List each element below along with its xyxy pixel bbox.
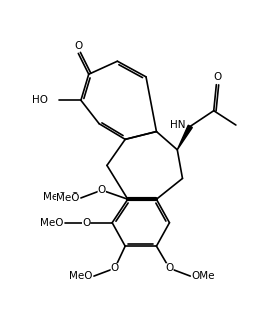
Text: O: O	[214, 72, 222, 82]
Text: O: O	[98, 185, 106, 195]
Text: HO: HO	[32, 95, 48, 105]
Text: O: O	[82, 218, 90, 228]
Text: O: O	[165, 263, 174, 273]
Text: O: O	[111, 263, 119, 273]
Text: MeO: MeO	[69, 271, 93, 281]
Text: OMe: OMe	[192, 271, 215, 281]
Text: O: O	[74, 41, 82, 51]
Text: MeO: MeO	[56, 193, 80, 203]
Polygon shape	[177, 125, 192, 150]
Text: MeO: MeO	[40, 218, 64, 228]
Text: O: O	[70, 192, 78, 202]
Text: MeO: MeO	[43, 192, 66, 202]
Text: HN: HN	[170, 120, 186, 130]
